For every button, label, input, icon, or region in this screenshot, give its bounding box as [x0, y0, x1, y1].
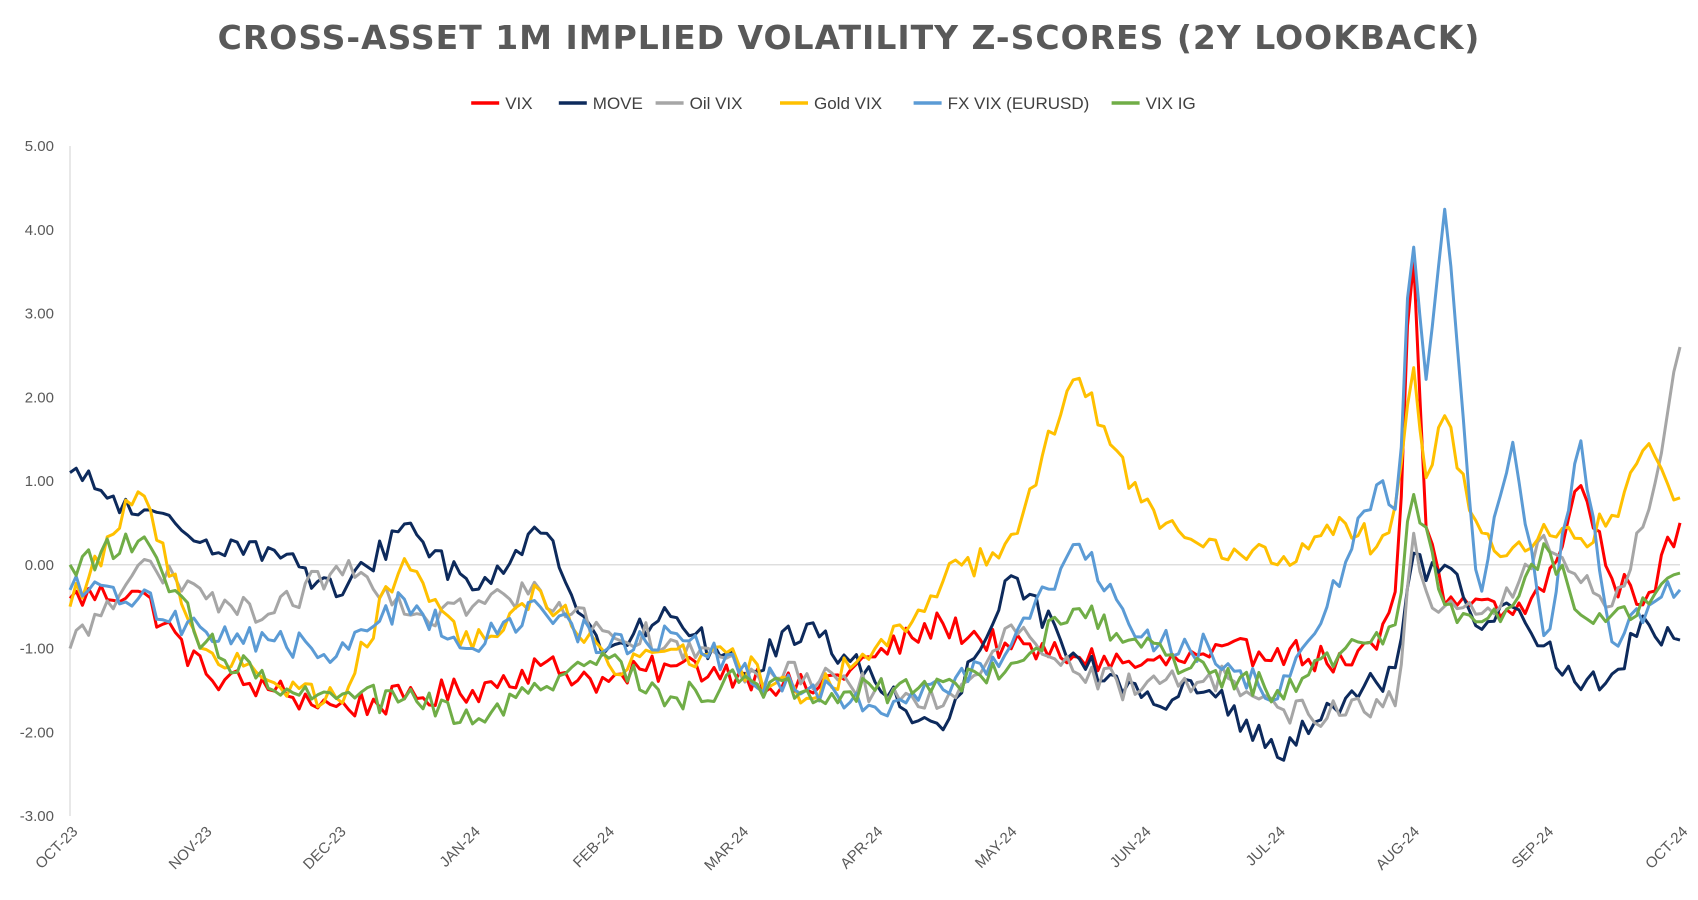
y-tick-label: -3.00: [20, 808, 54, 825]
chart-title: CROSS-ASSET 1M IMPLIED VOLATILITY Z-SCOR…: [217, 18, 1481, 57]
legend-label: Gold VIX: [814, 94, 882, 113]
legend-label: VIX: [505, 94, 532, 113]
legend: VIX MOVE Oil VIX Gold VIX FX VIX (EURUSD) VIX…: [471, 94, 1196, 113]
x-tick-label: JUN-24: [1107, 823, 1155, 871]
x-tick-label: AUG-24: [1373, 823, 1423, 873]
legend-label: Oil VIX: [690, 94, 743, 113]
series-line-gold-vix: [68, 366, 1681, 709]
legend-item: MOVE: [558, 94, 643, 113]
series-line-vix-ig: [68, 493, 1681, 726]
series-line-fx-vix-eurusd: [68, 207, 1682, 718]
x-tick-label: NOV-23: [166, 823, 216, 873]
x-tick-label: OCT-24: [1642, 823, 1691, 872]
legend-item: Oil VIX: [655, 94, 743, 113]
legend-label: MOVE: [593, 94, 643, 113]
legend-label: FX VIX (EURUSD): [948, 94, 1090, 113]
y-tick-label: 2.00: [25, 389, 54, 406]
legend-item: FX VIX (EURUSD): [913, 94, 1090, 113]
series-lines: [68, 207, 1682, 762]
x-tick-label: MAY-24: [972, 823, 1021, 872]
x-tick-label: OCT-23: [32, 823, 81, 872]
legend-item: Gold VIX: [780, 94, 882, 113]
y-tick-label: 1.00: [25, 473, 54, 490]
y-tick-label: 0.00: [25, 557, 54, 574]
series-line-oil-vix: [68, 346, 1682, 728]
y-tick-label: -1.00: [20, 641, 54, 658]
series-line-vix: [68, 259, 1682, 718]
x-tick-label: JAN-24: [436, 823, 483, 870]
x-tick-label: SEP-24: [1509, 823, 1558, 872]
series-line-move: [69, 466, 1681, 762]
x-tick-label: JUL-24: [1243, 823, 1289, 869]
y-tick-label: 4.00: [25, 222, 54, 239]
x-tick-label: APR-24: [837, 823, 886, 872]
legend-item: VIX: [471, 94, 533, 113]
legend-item: VIX IG: [1111, 94, 1196, 113]
x-tick-label: DEC-23: [300, 823, 350, 873]
y-tick-label: 3.00: [25, 306, 54, 323]
legend-label: VIX IG: [1146, 94, 1196, 113]
x-tick-label: MAR-24: [701, 823, 752, 874]
y-tick-label: 5.00: [25, 138, 54, 155]
x-tick-label: FEB-24: [570, 823, 618, 871]
y-tick-label: -2.00: [20, 724, 54, 741]
